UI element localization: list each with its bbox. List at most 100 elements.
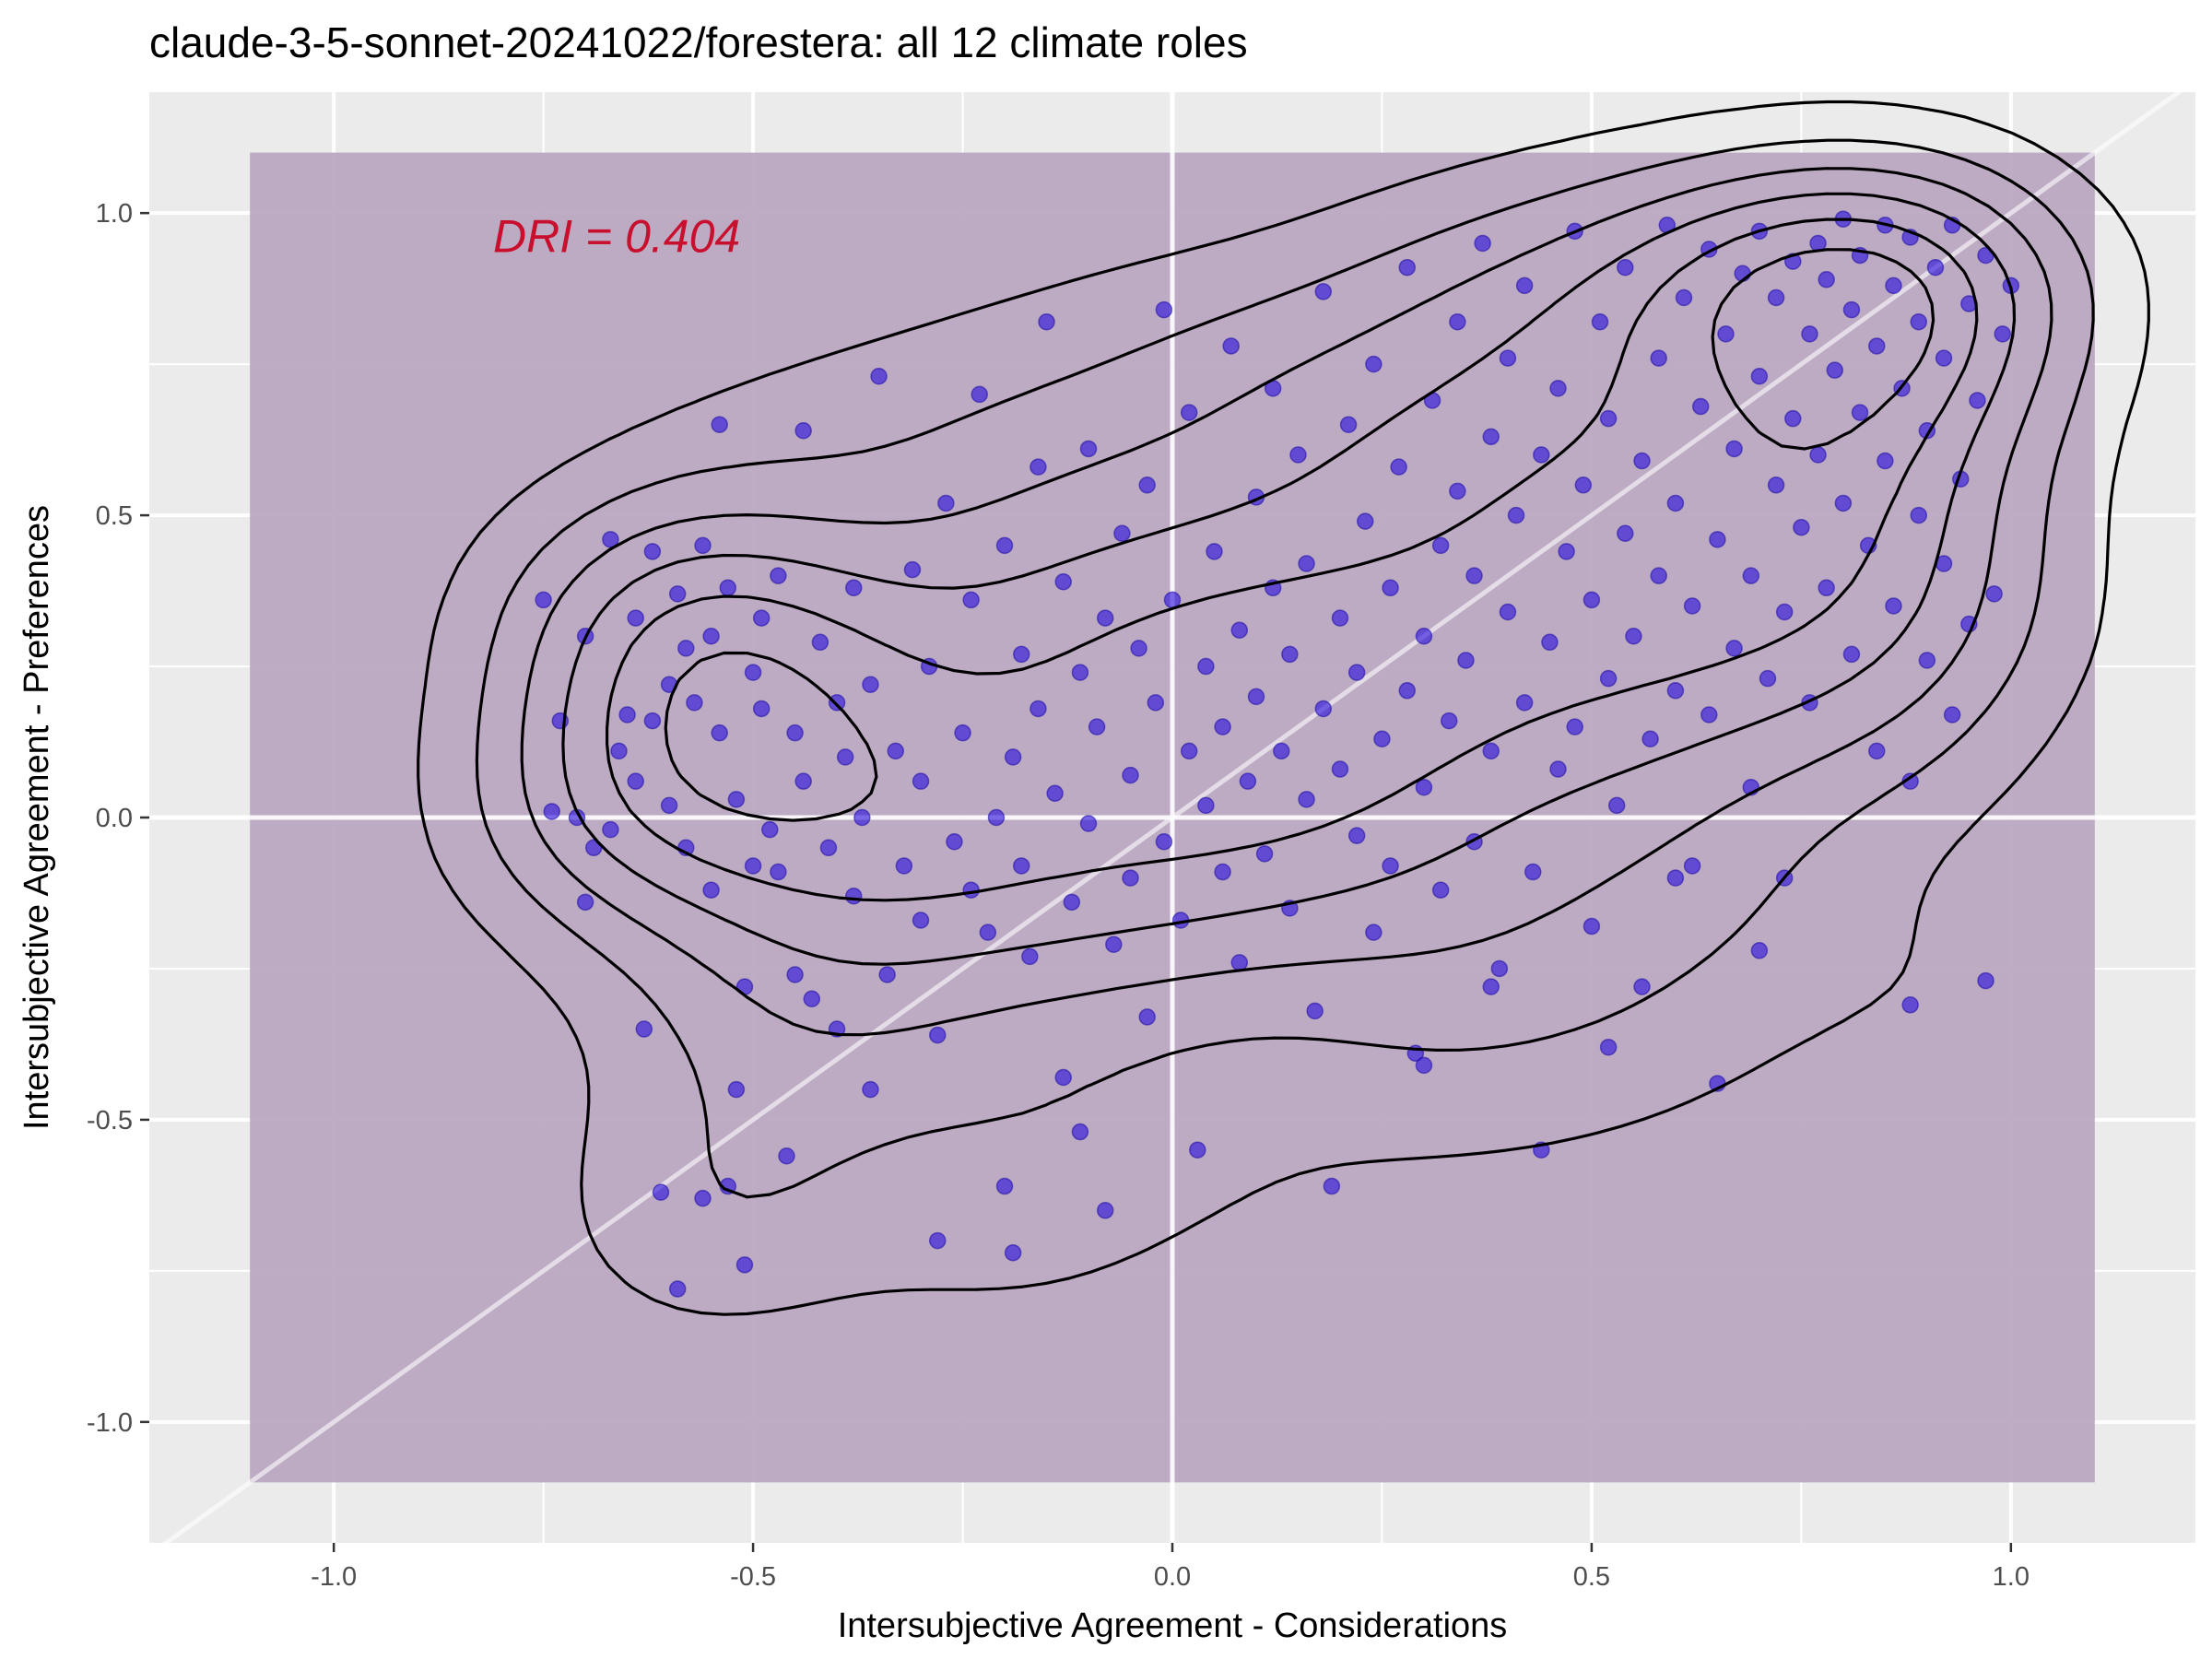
data-point	[1650, 349, 1667, 367]
data-point	[1533, 446, 1550, 464]
data-point	[778, 1147, 795, 1165]
data-point	[1625, 628, 1642, 645]
data-point	[1775, 603, 1794, 621]
data-point	[1691, 397, 1710, 416]
data-point	[1641, 730, 1659, 747]
data-point	[1851, 404, 1869, 421]
data-point	[971, 385, 988, 404]
data-point	[803, 990, 821, 1007]
data-point	[1666, 682, 1685, 700]
data-point	[761, 820, 779, 839]
x-axis-title: Intersubjective Agreement - Consideratio…	[838, 1606, 1508, 1645]
data-point	[1842, 300, 1861, 319]
data-point	[836, 748, 854, 766]
data-point	[1868, 742, 1886, 760]
x-axis-ticks: -1.0 -0.5 0.0 0.5 1.0	[311, 1543, 2030, 1592]
data-point	[1977, 971, 1994, 990]
data-point	[1877, 452, 1894, 470]
data-point	[1130, 640, 1147, 657]
data-point	[1750, 942, 1769, 959]
data-point	[1180, 404, 1198, 421]
data-point	[845, 579, 863, 597]
data-point	[1759, 669, 1777, 688]
data-point	[702, 881, 720, 899]
data-point	[1373, 730, 1391, 747]
data-point	[1054, 572, 1072, 591]
data-point	[770, 863, 787, 881]
data-point	[627, 609, 644, 627]
data-point	[1742, 567, 1760, 584]
data-point	[1793, 518, 1810, 536]
data-point	[1818, 579, 1835, 597]
data-point	[727, 791, 746, 808]
data-point	[1431, 881, 1450, 899]
data-point	[1079, 440, 1098, 458]
data-point	[1449, 482, 1466, 500]
data-point	[652, 1183, 670, 1201]
data-point	[1583, 917, 1601, 935]
data-point	[862, 676, 879, 693]
x-tick-label: -0.5	[730, 1562, 776, 1592]
data-point	[1197, 796, 1215, 815]
data-point	[1617, 258, 1634, 276]
data-point	[677, 640, 695, 657]
reference-lines	[147, 77, 2197, 1558]
data-point	[1398, 258, 1417, 276]
data-point	[1818, 271, 1835, 288]
data-point	[1541, 633, 1559, 652]
data-point	[1306, 1002, 1324, 1020]
data-point	[937, 494, 955, 512]
data-point	[1449, 312, 1466, 331]
data-point	[1499, 349, 1517, 367]
data-point	[1323, 1177, 1341, 1195]
data-point	[1415, 628, 1433, 645]
data-point	[694, 536, 712, 555]
data-point	[1030, 700, 1047, 718]
data-point	[1071, 664, 1089, 681]
x-tick-label: 1.0	[1993, 1562, 2030, 1592]
data-point	[668, 1280, 687, 1298]
data-point	[576, 893, 594, 912]
data-point	[1499, 603, 1517, 621]
data-point	[1801, 325, 1818, 343]
data-point	[770, 567, 787, 584]
data-point	[1004, 1243, 1022, 1262]
data-point	[946, 832, 963, 851]
data-point	[1030, 458, 1047, 476]
data-point	[1583, 591, 1601, 609]
data-point	[1784, 409, 1802, 428]
data-point	[1868, 337, 1886, 355]
data-point	[1382, 579, 1399, 597]
data-point	[610, 742, 628, 760]
data-point	[535, 591, 552, 609]
data-point	[1633, 978, 1651, 995]
data-point	[1347, 664, 1366, 681]
y-tick-label: 0.0	[96, 804, 133, 833]
data-point	[912, 912, 930, 929]
data-point	[1607, 796, 1626, 815]
data-point	[1331, 760, 1349, 778]
data-point	[660, 796, 678, 815]
data-point	[1767, 477, 1785, 494]
y-tick-label: 0.5	[96, 501, 133, 531]
data-point	[1239, 772, 1257, 790]
data-point	[1155, 832, 1173, 851]
data-point	[744, 857, 762, 875]
y-tick-label: -1.0	[87, 1408, 133, 1438]
data-point	[1431, 536, 1450, 555]
data-point	[1365, 924, 1382, 941]
data-point	[702, 628, 720, 645]
data-point	[1382, 857, 1399, 875]
data-point	[1021, 947, 1039, 966]
data-point	[979, 924, 997, 941]
data-point	[1515, 276, 1534, 295]
data-point	[1599, 409, 1618, 428]
data-point	[1331, 609, 1349, 627]
data-point	[1826, 361, 1844, 379]
data-point	[878, 966, 896, 983]
density-contours	[417, 100, 2150, 1316]
data-point	[1574, 477, 1593, 494]
data-point	[1842, 645, 1861, 664]
data-point	[862, 1080, 879, 1099]
